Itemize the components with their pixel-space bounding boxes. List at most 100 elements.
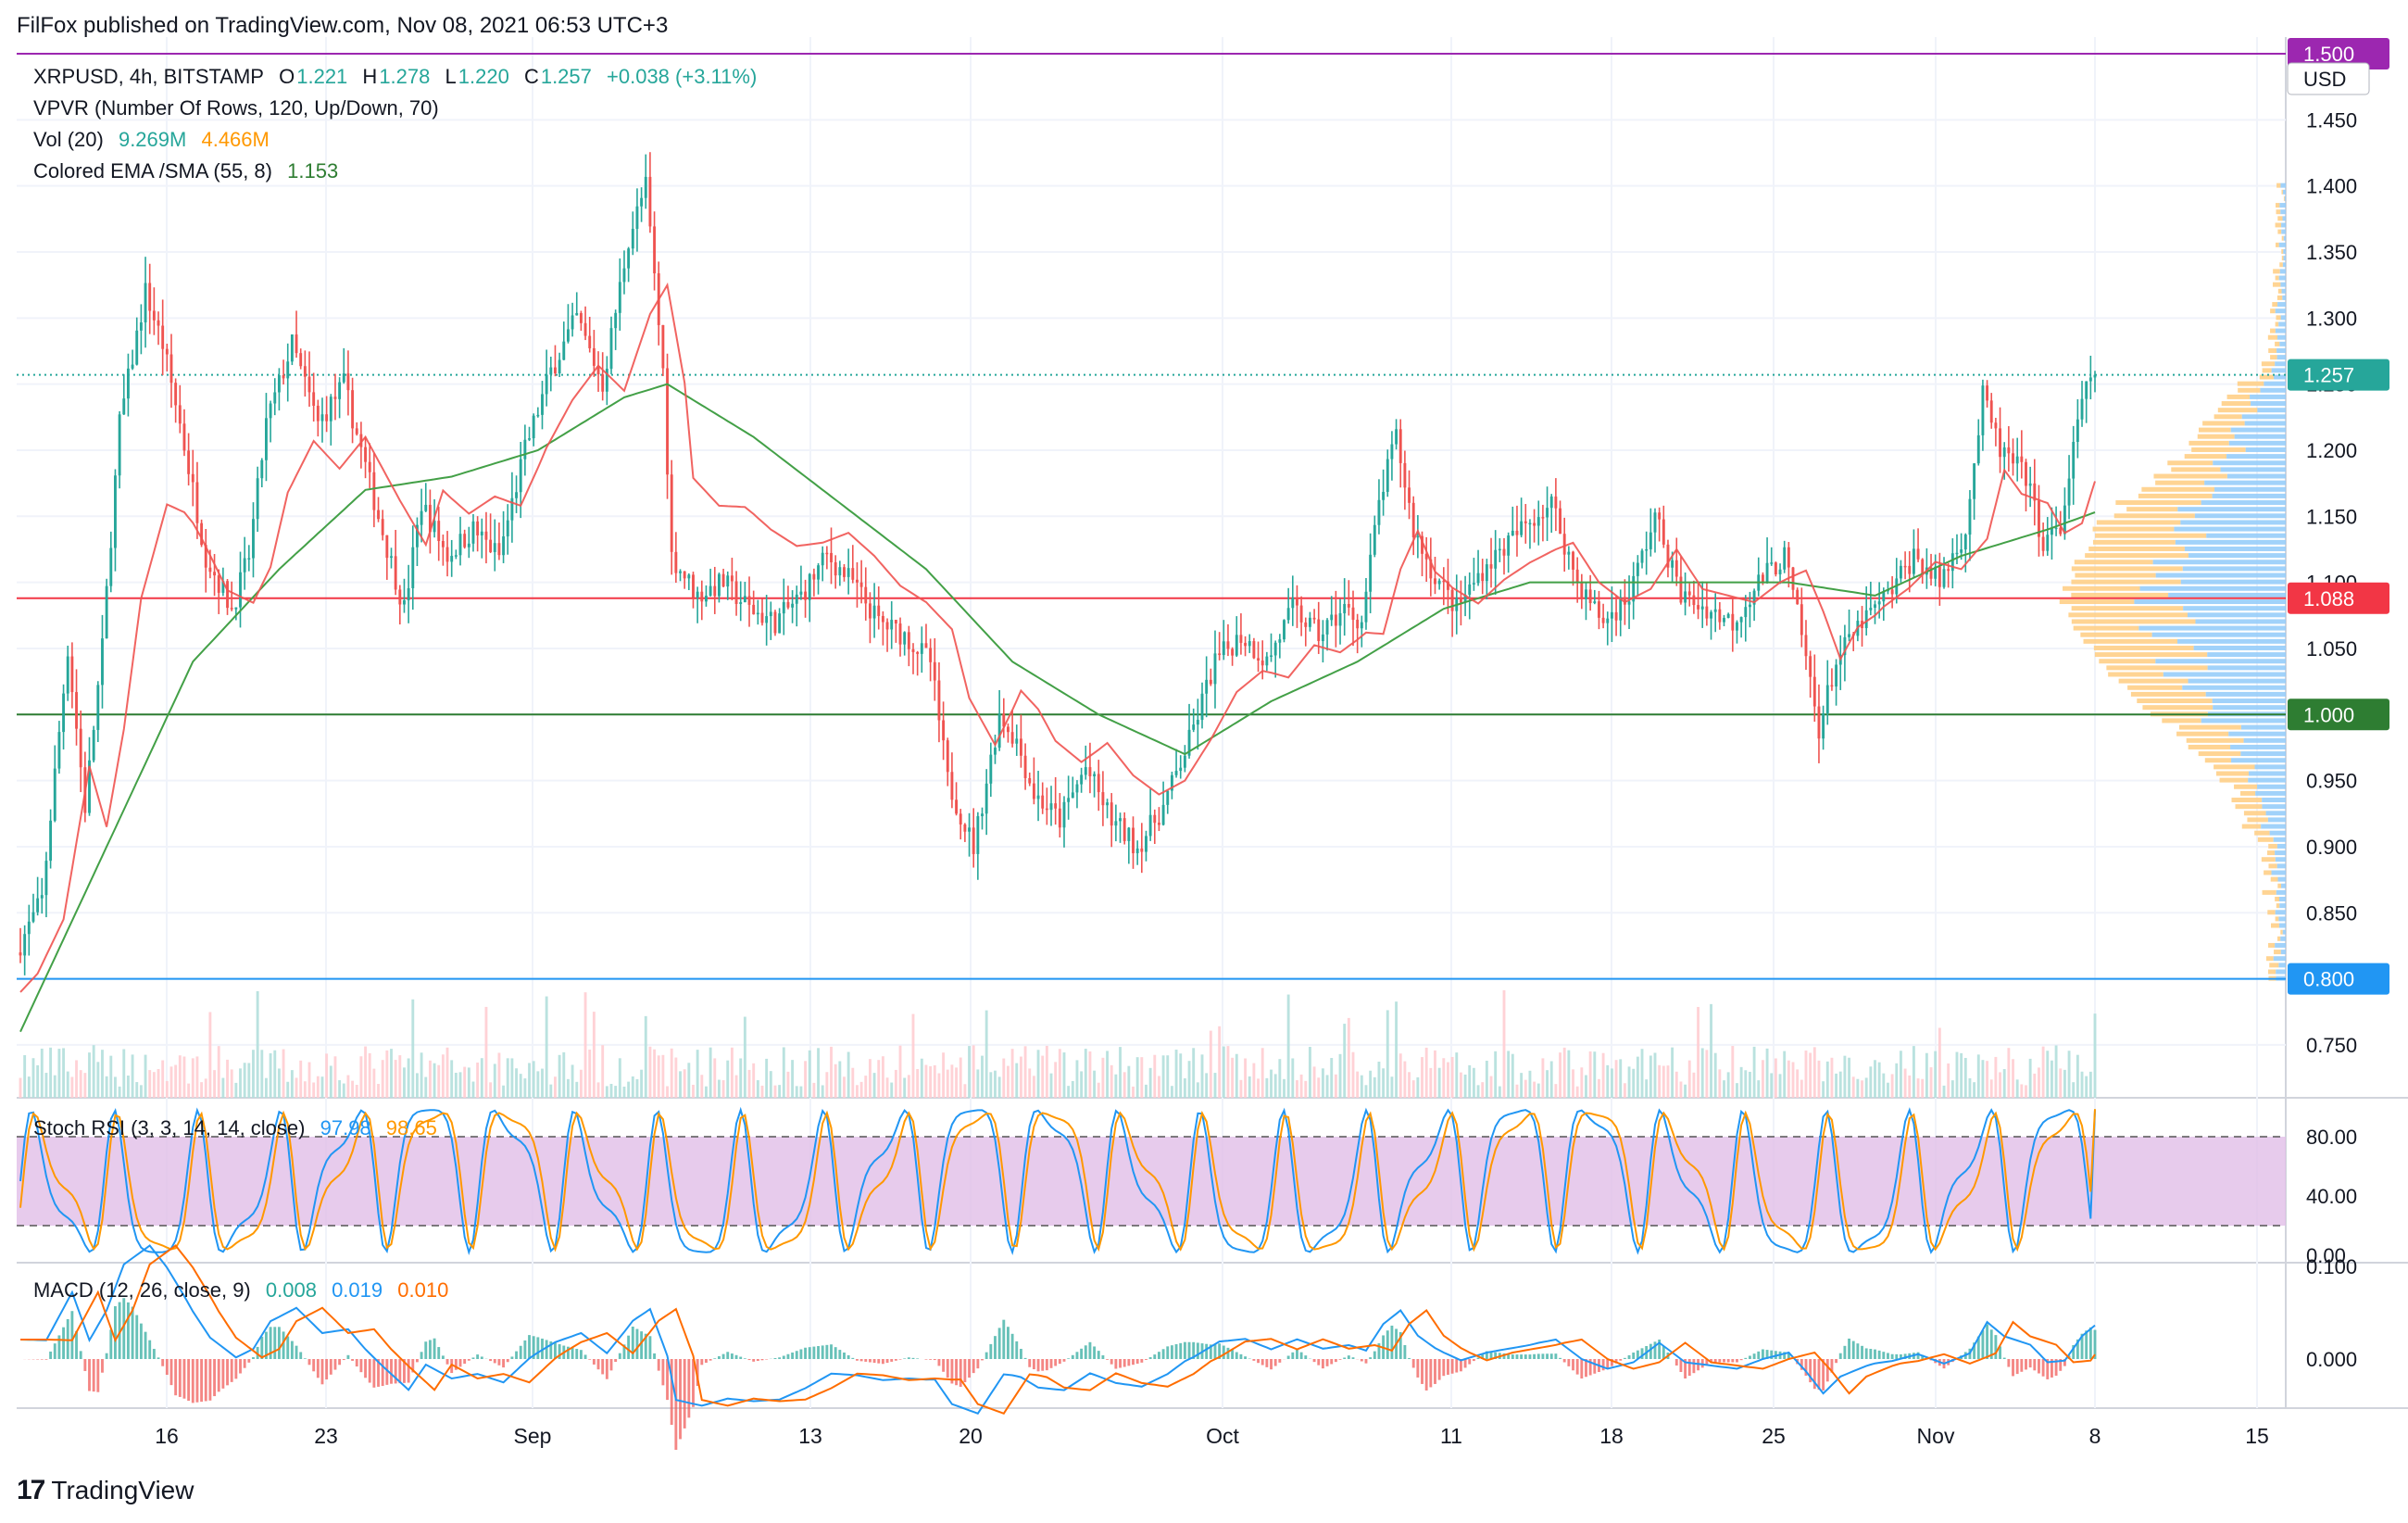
volume-bar — [1723, 1080, 1725, 1098]
candle-body — [394, 556, 397, 590]
volume-bar — [226, 1059, 229, 1098]
volume-bar — [126, 1076, 130, 1098]
candle-body — [1330, 614, 1334, 621]
candle-body — [131, 364, 134, 369]
macd-histogram-bar — [614, 1359, 618, 1363]
volume-bar — [2054, 1045, 2058, 1098]
macd-histogram-bar — [885, 1359, 889, 1364]
vpvr-row-up — [2271, 870, 2286, 875]
stoch-legend[interactable]: Stoch RSI (3, 3, 14, 14, close) 97.98 98… — [33, 1116, 446, 1140]
macd-histogram-bar — [2033, 1359, 2037, 1371]
ema-legend[interactable]: Colored EMA /SMA (55, 8) 1.153 — [33, 159, 347, 183]
volume-bar — [985, 1010, 988, 1098]
macd-histogram-bar — [1899, 1353, 1902, 1359]
candle-body — [1640, 550, 1644, 563]
candle-body — [152, 310, 156, 321]
volume-bar — [325, 1053, 329, 1098]
candle-body — [1705, 606, 1709, 619]
vpvr-row-up — [2279, 341, 2286, 346]
candle-body — [1395, 429, 1398, 445]
candle-body — [2033, 483, 2037, 501]
macd-histogram-bar — [1304, 1355, 1308, 1359]
volume-bar — [66, 1071, 69, 1098]
candle-body — [536, 414, 540, 417]
candle-body — [1921, 559, 1925, 575]
candle-body — [195, 482, 199, 523]
macd-histogram-bar — [575, 1349, 579, 1359]
volume-bar — [428, 1060, 432, 1098]
candle-body — [66, 656, 69, 694]
volume-bar — [541, 1068, 544, 1098]
candle-body — [178, 405, 182, 424]
vpvr-row-up — [2177, 507, 2286, 512]
macd-histogram-bar — [1286, 1355, 1290, 1359]
vpvr-row-down — [2274, 950, 2281, 955]
macd-histogram-bar — [1278, 1359, 1282, 1363]
vpvr-row-down — [2275, 341, 2280, 346]
volume-bar — [1166, 1055, 1170, 1098]
macd-histogram-bar — [476, 1354, 480, 1359]
macd-histogram-bar — [558, 1344, 561, 1359]
macd-histogram-bar — [877, 1359, 881, 1364]
volume-bar — [57, 1049, 61, 1098]
candle-body — [23, 934, 27, 956]
price-label-bg — [2288, 359, 2389, 391]
volume-bar — [756, 1080, 759, 1098]
candle-body — [1662, 519, 1665, 545]
candle-body — [1296, 598, 1298, 606]
candle-body — [346, 373, 350, 391]
candle-body — [1934, 566, 1938, 579]
vpvr-row-down — [2083, 638, 2177, 644]
macd-histogram-bar — [1049, 1359, 1053, 1368]
macd-histogram-bar — [1321, 1359, 1324, 1369]
candle-body — [476, 521, 480, 535]
volume-bar — [1567, 1050, 1571, 1098]
volume-bar — [1429, 1067, 1433, 1098]
volume-bar — [739, 1058, 743, 1098]
tradingview-logo[interactable]: 17 TradingView — [17, 1475, 194, 1506]
volume-bar — [320, 1076, 324, 1098]
volume-bar — [1377, 1062, 1381, 1098]
symbol-legend[interactable]: XRPUSD, 4h, BITSTAMP O1.221 H1.278 L1.22… — [33, 65, 766, 89]
macd-histogram-bar — [786, 1353, 790, 1359]
macd-histogram-bar — [66, 1318, 69, 1359]
macd-histogram-bar — [1093, 1346, 1097, 1359]
macd-histogram-bar — [1476, 1357, 1480, 1359]
macd-legend[interactable]: MACD (12, 26, close, 9) 0.008 0.019 0.01… — [33, 1278, 458, 1303]
volume-bar — [1235, 1053, 1238, 1098]
candle-body — [1736, 622, 1738, 631]
volume-bar — [1851, 1076, 1855, 1098]
volume-bar — [674, 1057, 678, 1098]
volume-bar — [2080, 1071, 2084, 1098]
candle-body — [493, 543, 496, 552]
volume-bar — [1554, 1084, 1558, 1098]
volume-bar — [1856, 1078, 1860, 1098]
candle-body — [70, 656, 74, 693]
macd-histogram-bar — [648, 1336, 652, 1359]
stoch-tick-label: 0.00 — [2306, 1244, 2346, 1267]
macd-histogram-bar — [1067, 1358, 1071, 1359]
macd-histogram-bar — [661, 1359, 665, 1386]
volume-bar — [484, 1006, 488, 1098]
volume-legend[interactable]: Vol (20) 9.269M 4.466M — [33, 128, 279, 152]
vpvr-row-down — [2115, 500, 2201, 506]
volume-bar — [118, 1086, 121, 1098]
candle-body — [627, 248, 631, 269]
candle-body — [1502, 548, 1506, 556]
volume-bar — [830, 1046, 833, 1098]
volume-bar — [946, 1069, 949, 1098]
volume-bar — [299, 1060, 303, 1098]
vpvr-legend[interactable]: VPVR (Number Of Rows, 120, Up/Down, 70) — [33, 96, 448, 120]
candle-body — [1692, 595, 1696, 606]
vpvr-row-down — [2268, 863, 2277, 869]
macd-histogram-bar — [1101, 1354, 1105, 1359]
macd-histogram-bar — [1317, 1359, 1321, 1366]
candle-body — [1697, 605, 1699, 610]
macd-histogram-bar — [1575, 1359, 1579, 1375]
volume-bar — [717, 1079, 721, 1098]
volume-bar — [497, 1052, 501, 1098]
volume-bar — [1598, 1078, 1600, 1098]
candle-body — [2063, 505, 2066, 535]
stoch-k-line — [19, 1106, 2096, 1256]
